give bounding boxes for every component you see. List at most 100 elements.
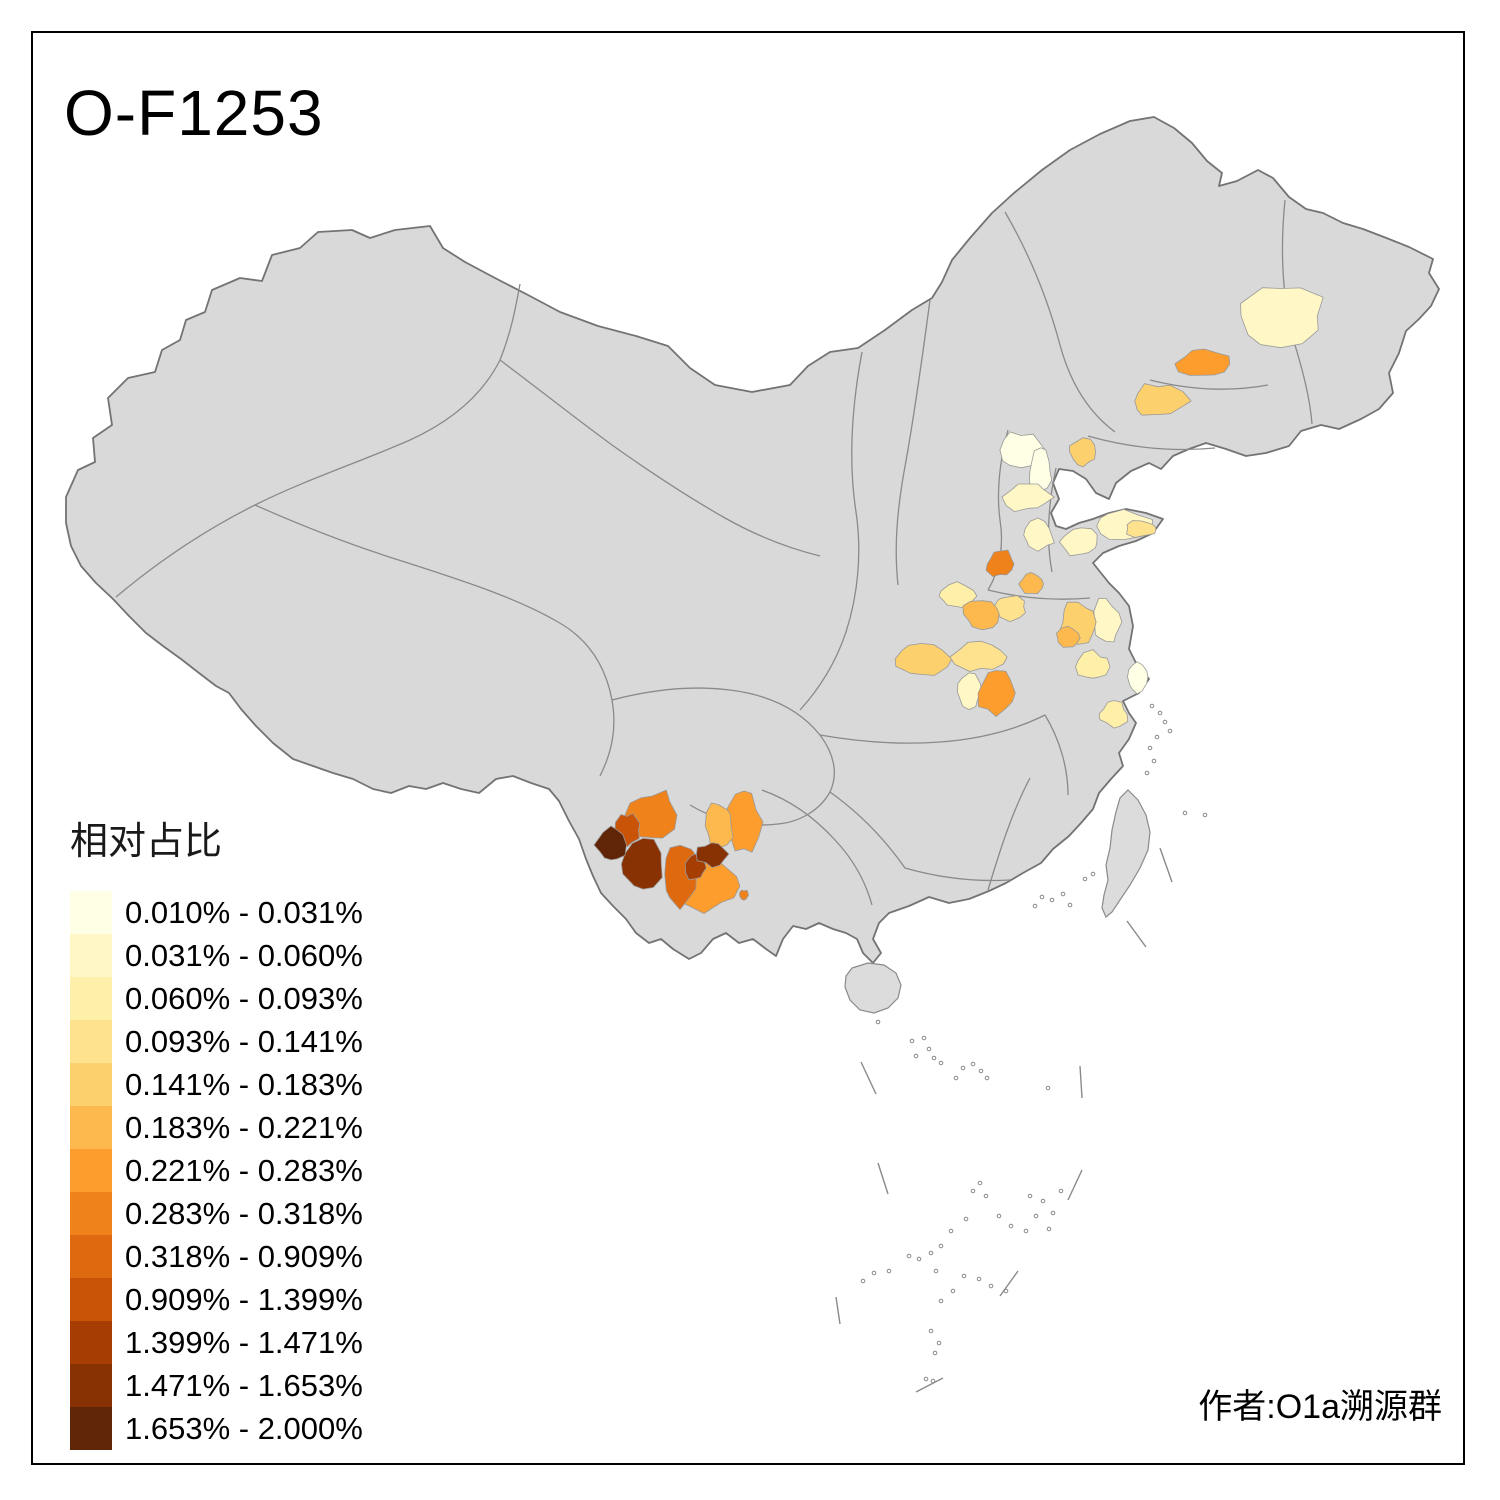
map-region <box>621 837 663 890</box>
island-dot <box>1182 810 1188 816</box>
island-dot <box>977 1180 983 1186</box>
island-dot <box>875 1019 881 1025</box>
legend: 相对占比 0.010% - 0.031% 0.031% - 0.060% 0.060… <box>70 810 363 1450</box>
legend-label: 1.399% - 1.471% <box>125 1324 363 1360</box>
island-dot <box>1032 903 1038 909</box>
map-region <box>985 549 1015 577</box>
island-dot <box>931 1055 937 1061</box>
legend-label: 1.653% - 2.000% <box>125 1410 363 1446</box>
legend-row: 1.399% - 1.471% <box>70 1321 363 1364</box>
island-dot <box>1008 1223 1014 1229</box>
legend-label: 0.010% - 0.031% <box>125 894 363 930</box>
boundary-dash <box>860 1061 877 1095</box>
island-dot <box>960 1065 966 1071</box>
legend-label: 0.221% - 0.283% <box>125 1152 363 1188</box>
boundary-dash <box>999 1270 1019 1297</box>
island-dot <box>1082 876 1088 882</box>
island-dot <box>928 1328 934 1334</box>
boundary-dash <box>877 1162 889 1195</box>
legend-swatch <box>70 1235 112 1278</box>
island-dot <box>886 1268 892 1274</box>
island-dot <box>1039 894 1045 900</box>
island-dot <box>909 1038 915 1044</box>
boundary-dash <box>1067 1169 1083 1201</box>
legend-label: 0.909% - 1.399% <box>125 1281 363 1317</box>
island-dot <box>1151 758 1157 764</box>
legend-row: 0.318% - 0.909% <box>70 1235 363 1278</box>
island-dot <box>961 1273 967 1279</box>
legend-label: 1.471% - 1.653% <box>125 1367 363 1403</box>
boundary-dash <box>1079 1065 1083 1099</box>
legend-row: 0.010% - 0.031% <box>70 891 363 934</box>
island-dot <box>1045 1085 1051 1091</box>
island-dot <box>923 1376 929 1382</box>
island-dot <box>1167 728 1173 734</box>
map-region <box>1069 437 1096 468</box>
island-dot <box>1033 1213 1039 1219</box>
legend-label: 0.318% - 0.909% <box>125 1238 363 1274</box>
map-region <box>1240 287 1324 349</box>
map-region <box>1126 520 1157 538</box>
island-dot <box>1154 734 1160 740</box>
island-dot <box>1040 1198 1046 1204</box>
province-borders <box>115 199 1313 906</box>
map-region <box>1127 661 1149 695</box>
legend-swatch <box>70 1364 112 1407</box>
island-dot <box>1149 703 1155 709</box>
legend-row: 0.221% - 0.283% <box>70 1149 363 1192</box>
map-region <box>957 672 982 710</box>
legend-swatch <box>70 934 112 977</box>
legend-row: 0.141% - 0.183% <box>70 1063 363 1106</box>
legend-label: 0.093% - 0.141% <box>125 1023 363 1059</box>
legend-swatch <box>70 1063 112 1106</box>
island-dot <box>1060 891 1066 897</box>
map-region <box>1001 483 1055 513</box>
island-dot <box>938 1243 944 1249</box>
island-dot <box>921 1035 927 1041</box>
island-dot <box>976 1276 982 1282</box>
island-dot <box>983 1193 989 1199</box>
map-region <box>894 643 953 676</box>
legend-row: 1.471% - 1.653% <box>70 1364 363 1407</box>
island-dot <box>871 1270 877 1276</box>
legend-swatch <box>70 1192 112 1235</box>
legend-label: 0.141% - 0.183% <box>125 1066 363 1102</box>
island-dot <box>970 1188 976 1194</box>
island-dot <box>936 1340 942 1346</box>
map-region <box>1174 348 1231 376</box>
map-region <box>1134 383 1192 416</box>
legend-swatch <box>70 1020 112 1063</box>
island-dot <box>938 1298 944 1304</box>
legend-title: 相对占比 <box>70 821 223 863</box>
legend-label: 0.283% - 0.318% <box>125 1195 363 1231</box>
island-dot <box>953 1075 959 1081</box>
page-title: O-F1253 <box>64 77 324 149</box>
legend-row: 0.093% - 0.141% <box>70 1020 363 1063</box>
legend-swatch <box>70 1278 112 1321</box>
island-dot <box>1050 1210 1056 1216</box>
legend-swatch <box>70 1149 112 1192</box>
boundary-dash <box>835 1296 841 1325</box>
island-dot <box>933 1268 939 1274</box>
boundary-dash <box>1159 847 1173 883</box>
island-dot <box>996 1213 1002 1219</box>
legend-row: 0.031% - 0.060% <box>70 934 363 977</box>
map-region <box>962 600 1000 631</box>
island-dot <box>916 1256 922 1262</box>
island-dot <box>932 1350 938 1356</box>
legend-swatch <box>70 891 112 934</box>
island-dot <box>938 1060 944 1066</box>
boundary-dash <box>1126 920 1147 948</box>
map-region <box>949 640 1008 672</box>
island-dot <box>1067 902 1073 908</box>
taiwan-island <box>1101 789 1151 918</box>
boundary-dash <box>915 1377 944 1393</box>
island-dot <box>1144 770 1150 776</box>
legend-label: 0.031% - 0.060% <box>125 937 363 973</box>
south-china-sea-islands <box>835 703 1208 1393</box>
map-region <box>1059 527 1098 557</box>
legend-row: 0.183% - 0.221% <box>70 1106 363 1149</box>
hainan-island <box>844 962 902 1014</box>
attribution: 作者:O1a溯源群 <box>1198 1388 1442 1426</box>
island-dot <box>1157 710 1163 716</box>
